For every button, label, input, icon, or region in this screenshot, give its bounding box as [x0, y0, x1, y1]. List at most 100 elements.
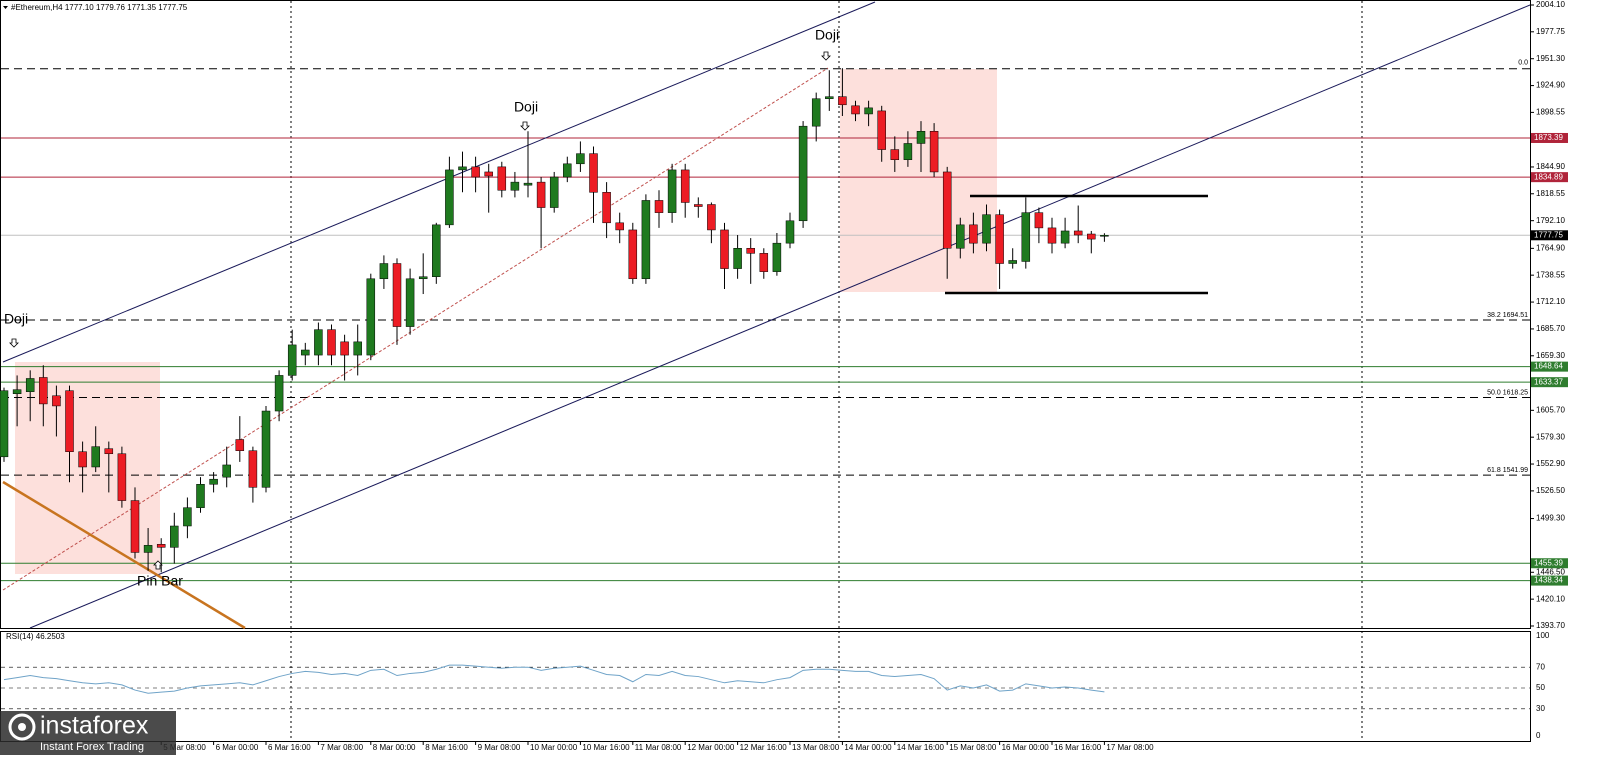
rsi-line [3, 664, 1105, 694]
x-tick-label: 13 Mar 08:00 [792, 743, 840, 752]
candle-body [405, 278, 415, 327]
x-tick-label: 11 Mar 08:00 [635, 743, 682, 752]
candle-body [130, 500, 140, 553]
rsi-tick-label: 50 [1536, 683, 1545, 692]
level-box [1531, 172, 1568, 183]
level-box [1531, 132, 1568, 143]
candle-body [183, 507, 192, 527]
candle-body [12, 389, 22, 394]
candle-body [510, 181, 520, 191]
candle-body [0, 390, 9, 458]
candle-body [615, 222, 624, 231]
fib-label: 61.8 1541.99 [1487, 467, 1528, 474]
x-tick-label: 6 Mar 16:00 [268, 743, 311, 752]
candle-body [222, 464, 231, 478]
price-label: 1777.75 [1534, 230, 1563, 239]
candle-body [667, 169, 677, 213]
candle-body [536, 181, 546, 208]
x-tick-label: 12 Mar 16:00 [740, 743, 788, 752]
header-close: 1777.75 [158, 3, 187, 12]
candle-body [340, 341, 349, 356]
candle-body [143, 545, 153, 553]
candle-body [1060, 230, 1070, 244]
trend-line [2, 480, 246, 630]
rsi-panel [0, 631, 1531, 742]
x-tick-label: 9 Mar 08:00 [478, 743, 521, 752]
candle-body [52, 395, 61, 407]
candle-body [549, 176, 559, 208]
level-box [1531, 377, 1568, 388]
rsi-tick-label: 30 [1536, 704, 1545, 713]
candle-body [982, 214, 991, 244]
x-tick-label: 17 Mar 08:00 [1106, 743, 1154, 752]
candle-body [602, 192, 611, 224]
arrow-up [153, 560, 163, 570]
annotation: Doji [815, 27, 839, 43]
fib-trend [2, 67, 829, 591]
watermark: instaforex Instant Forex Trading [0, 711, 176, 755]
candle-body [235, 439, 245, 451]
candle-body [458, 166, 467, 171]
candle-body [196, 484, 205, 508]
annotation: Doji [4, 311, 28, 327]
candle-body [314, 329, 323, 356]
x-tick-label: 8 Mar 00:00 [373, 743, 416, 752]
y-tick-label: 1579.30 [1536, 432, 1565, 441]
candle-body [995, 214, 1004, 264]
x-tick-label: 7 Mar 08:00 [320, 743, 363, 752]
candle-body [209, 478, 218, 485]
candle-body [956, 224, 965, 249]
candle-body [392, 263, 402, 327]
candles [0, 68, 1109, 573]
candle-body [628, 229, 638, 280]
candle-body [301, 349, 310, 356]
rsi-tick-label: 0 [1536, 731, 1541, 740]
level-label: 1455.39 [1534, 558, 1563, 567]
candle-body [746, 248, 755, 254]
channel-upper [2, 1, 876, 363]
header-low: 1771.35 [127, 3, 156, 12]
arrows [9, 51, 831, 570]
symbol: #Ethereum,H4 [11, 3, 63, 12]
watermark-logo [18, 723, 26, 731]
candle-body [576, 153, 585, 165]
x-tick-label: 10 Mar 00:00 [530, 743, 578, 752]
candle-body [838, 96, 847, 106]
y-tick-label: 1977.75 [1536, 27, 1565, 36]
header-open: 1777.10 [65, 3, 94, 12]
candle-body [497, 166, 507, 191]
candle-body [170, 525, 179, 548]
annotation: Doji [514, 99, 538, 115]
candle-body [589, 153, 598, 193]
y-tick-label: 1924.90 [1536, 81, 1565, 90]
level-box [1531, 575, 1568, 586]
candle-body [942, 171, 952, 249]
candle-body [903, 143, 913, 160]
price-box [1531, 230, 1568, 241]
candle-body [25, 378, 35, 392]
candle-body [1021, 212, 1031, 262]
y-tick-label: 1951.30 [1536, 54, 1565, 63]
x-tick-label: 12 Mar 00:00 [687, 743, 735, 752]
x-tick-label: 16 Mar 16:00 [1054, 743, 1102, 752]
level-box [1531, 558, 1568, 569]
candle-body [1100, 235, 1109, 237]
y-tick-label: 1685.70 [1536, 324, 1565, 333]
annotation: Pin Bar [137, 573, 183, 589]
y-tick-label: 1712.10 [1536, 297, 1565, 306]
y-tick-label: 1499.30 [1536, 514, 1565, 523]
fib-label: 50.0 1618.25 [1487, 389, 1528, 396]
y-tick-label: 1818.55 [1536, 189, 1565, 198]
candle-body [366, 278, 376, 356]
arrow-down [9, 338, 19, 348]
watermark-logo [8, 713, 36, 741]
rsi-tick-label: 70 [1536, 662, 1545, 671]
fib-value: 1694.51 [1503, 312, 1528, 319]
candle-body [707, 204, 716, 231]
y-tick-label: 1526.50 [1536, 486, 1565, 495]
level-box [1531, 361, 1568, 372]
header: #Ethereum,H4 1777.10 1779.76 1771.35 177… [11, 3, 188, 12]
x-tick-label: 14 Mar 16:00 [897, 743, 945, 752]
candle-body [890, 149, 900, 160]
y-tick-label: 2004.10 [1536, 0, 1565, 9]
